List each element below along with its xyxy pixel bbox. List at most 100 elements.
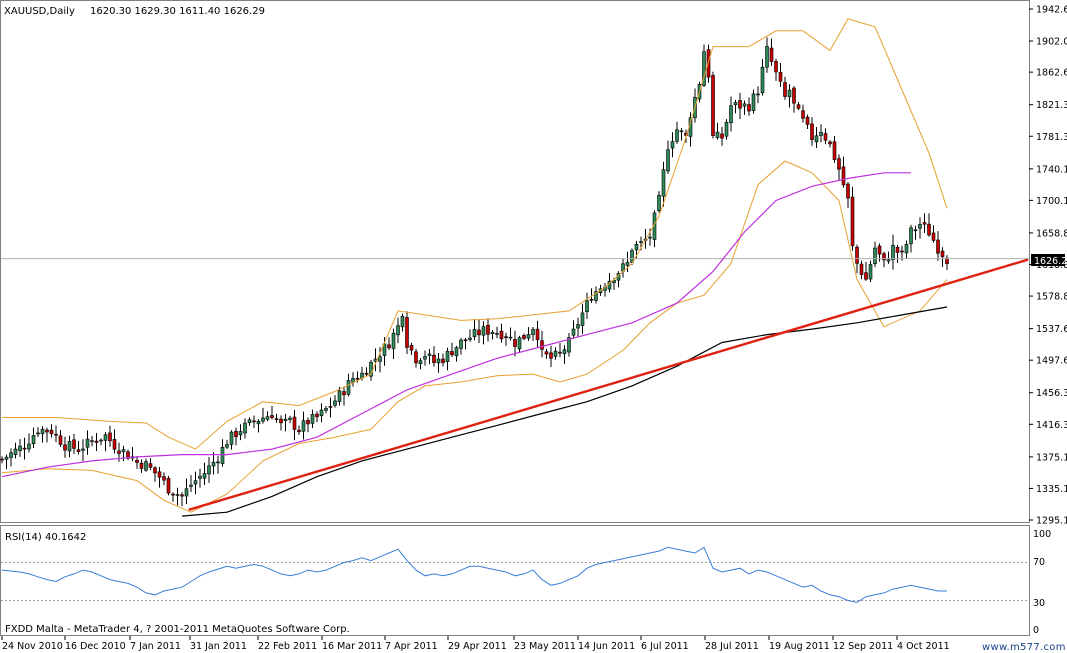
candle-body	[630, 250, 634, 263]
trendline	[188, 258, 1029, 511]
candle-body	[657, 194, 661, 211]
time-tick-label: 23 May 2011	[514, 641, 576, 652]
candle-body	[463, 339, 468, 342]
candle-body	[283, 418, 288, 421]
candle-body	[801, 110, 805, 119]
candle-body	[378, 356, 382, 362]
candle-body	[846, 183, 850, 199]
candle-body	[558, 351, 562, 354]
candle-body	[810, 123, 814, 140]
candle-body	[405, 317, 409, 348]
candle-body	[571, 328, 576, 336]
candle-body	[837, 158, 841, 170]
candle-body	[202, 473, 207, 479]
platform-text: FXDD Malta - MetaTrader 4, ? 2001-2011 M…	[5, 624, 350, 635]
candle-body	[666, 149, 670, 172]
candle-body	[787, 89, 792, 98]
bollinger-upper-line	[2, 18, 948, 450]
candle-body	[490, 332, 495, 335]
candle-body	[553, 350, 558, 357]
candle-body	[207, 465, 211, 475]
time-tick-label: 19 Aug 2011	[769, 641, 830, 652]
candle-body	[661, 169, 666, 197]
candle-body	[301, 420, 306, 432]
price-tick-label: 1902.05	[1036, 37, 1067, 48]
candle-body	[99, 439, 103, 442]
candle-body	[355, 378, 360, 380]
time-tick-label: 7 Apr 2011	[385, 641, 438, 652]
candle-body	[112, 439, 117, 450]
candle-body	[931, 232, 936, 241]
time-tick-label: 28 Jul 2011	[705, 641, 759, 652]
candle-body	[144, 461, 148, 471]
candle-body	[877, 245, 882, 255]
rsi-level-100: 100	[1033, 529, 1051, 540]
candle-body	[886, 259, 891, 262]
candle-body	[823, 133, 828, 141]
candle-body	[855, 246, 859, 264]
rsi-level-30: 30	[1033, 598, 1045, 609]
time-tick-label: 16 Mar 2011	[322, 641, 382, 652]
price-tick-label: 1740.10	[1036, 164, 1067, 175]
ma-medium-line	[1, 172, 911, 478]
candle-body	[337, 390, 342, 402]
candle-body	[477, 329, 481, 336]
candle-body	[0, 458, 4, 461]
candle-body	[526, 334, 531, 339]
candle-body	[225, 444, 229, 448]
price-tick-label: 1781.35	[1036, 132, 1067, 143]
candle-body	[94, 440, 99, 443]
candle-body	[54, 433, 58, 436]
candle-body	[580, 312, 585, 326]
candle-body	[522, 334, 526, 339]
price-tick-label: 1942.60	[1036, 5, 1067, 16]
candle-body	[850, 196, 855, 247]
candle-body	[139, 462, 144, 469]
candle-body	[121, 449, 126, 453]
candle-body	[504, 336, 508, 338]
candle-body	[481, 326, 486, 336]
candle-body	[774, 61, 778, 73]
candle-body	[634, 244, 639, 251]
candle-body	[310, 414, 315, 424]
candle-body	[724, 122, 729, 137]
time-tick-label: 4 Oct 2011	[897, 641, 950, 652]
candle-body	[40, 429, 45, 435]
candle-body	[508, 336, 513, 339]
candle-body	[639, 241, 643, 243]
candle-body	[369, 361, 373, 377]
candle-body	[684, 132, 688, 136]
candle-body	[72, 439, 76, 449]
candle-body	[513, 339, 517, 347]
candle-body	[85, 438, 90, 448]
candle-body	[13, 448, 18, 455]
candle-body	[486, 324, 490, 335]
candle-body	[391, 332, 396, 349]
time-tick-label: 7 Jan 2011	[130, 641, 181, 652]
symbol-label: XAUUSD,Daily	[4, 6, 75, 17]
candle-body	[540, 340, 544, 350]
candle-body	[562, 349, 567, 354]
candle-body	[900, 250, 904, 253]
candle-body	[117, 450, 121, 454]
candle-body	[418, 360, 423, 365]
candle-body	[400, 316, 405, 328]
candle-body	[792, 87, 796, 104]
candle-body	[612, 279, 616, 284]
candle-body	[927, 223, 931, 236]
candle-body	[670, 141, 675, 149]
candle-body	[733, 102, 738, 106]
time-tick-label: 22 Feb 2011	[258, 641, 317, 652]
candle-body	[135, 459, 139, 463]
candle-body	[918, 224, 922, 229]
price-tick-label: 1335.10	[1036, 484, 1067, 495]
current-price-label: 1626.29	[1034, 256, 1067, 267]
candle-body	[328, 406, 333, 408]
candle-body	[796, 104, 801, 109]
candle-body	[220, 446, 225, 464]
candle-body	[864, 272, 868, 280]
candle-body	[63, 444, 67, 451]
candle-body	[441, 358, 445, 363]
candle-body	[234, 431, 238, 438]
